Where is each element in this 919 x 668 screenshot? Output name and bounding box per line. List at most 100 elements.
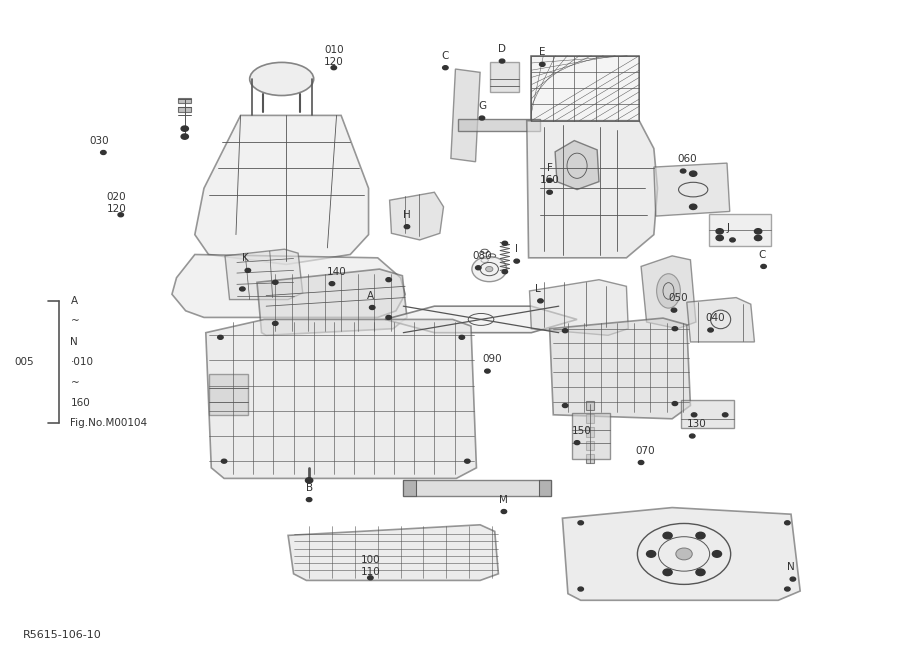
- Bar: [585, 414, 594, 424]
- Circle shape: [272, 321, 278, 325]
- Text: A: A: [367, 291, 373, 301]
- Circle shape: [479, 116, 484, 120]
- Bar: [403, 480, 415, 496]
- Circle shape: [369, 305, 375, 309]
- Circle shape: [501, 510, 506, 514]
- Polygon shape: [641, 256, 695, 329]
- Text: L: L: [535, 284, 540, 294]
- Circle shape: [181, 134, 188, 139]
- Circle shape: [546, 178, 551, 182]
- Circle shape: [118, 213, 123, 216]
- Circle shape: [680, 169, 686, 173]
- Polygon shape: [384, 306, 576, 333]
- Polygon shape: [653, 163, 729, 216]
- Polygon shape: [256, 269, 406, 335]
- Ellipse shape: [249, 62, 313, 96]
- Bar: [708, 214, 770, 246]
- Text: G: G: [477, 101, 485, 111]
- Circle shape: [499, 59, 505, 63]
- Bar: [178, 98, 191, 104]
- Text: Fig.No.M00104: Fig.No.M00104: [71, 418, 147, 428]
- Circle shape: [715, 235, 722, 240]
- Circle shape: [546, 190, 551, 194]
- Circle shape: [754, 235, 761, 240]
- Circle shape: [663, 532, 672, 539]
- Circle shape: [663, 569, 672, 576]
- Polygon shape: [527, 121, 657, 258]
- Text: 080: 080: [472, 250, 492, 261]
- Circle shape: [577, 521, 583, 525]
- Circle shape: [784, 521, 789, 525]
- Bar: [538, 480, 550, 496]
- Circle shape: [721, 413, 727, 417]
- Text: F: F: [546, 164, 552, 174]
- Circle shape: [514, 259, 519, 263]
- Bar: [490, 62, 519, 92]
- Text: C: C: [757, 250, 765, 259]
- Bar: [403, 480, 550, 496]
- Text: 150: 150: [571, 426, 591, 436]
- Circle shape: [539, 62, 544, 66]
- Polygon shape: [549, 318, 689, 419]
- Text: R5615-106-10: R5615-106-10: [23, 630, 101, 640]
- Text: I: I: [515, 244, 517, 255]
- Circle shape: [272, 281, 278, 285]
- Polygon shape: [225, 249, 302, 299]
- Circle shape: [459, 335, 464, 339]
- Text: 040: 040: [704, 313, 724, 323]
- Circle shape: [181, 126, 188, 132]
- Circle shape: [671, 308, 676, 312]
- Circle shape: [688, 171, 696, 176]
- Circle shape: [711, 550, 720, 557]
- Circle shape: [789, 577, 795, 581]
- Circle shape: [442, 65, 448, 69]
- Circle shape: [385, 315, 391, 319]
- Bar: [585, 454, 594, 463]
- Circle shape: [502, 270, 507, 274]
- Circle shape: [475, 266, 481, 270]
- Polygon shape: [686, 297, 754, 342]
- Polygon shape: [562, 508, 800, 601]
- Bar: [531, 55, 639, 121]
- Text: ~: ~: [71, 377, 79, 387]
- Text: D: D: [497, 44, 505, 54]
- Circle shape: [464, 459, 470, 463]
- Circle shape: [537, 299, 542, 303]
- Circle shape: [672, 327, 677, 331]
- Polygon shape: [206, 319, 476, 478]
- Circle shape: [688, 204, 696, 210]
- Circle shape: [760, 265, 766, 269]
- Text: A: A: [71, 296, 77, 306]
- Circle shape: [562, 403, 567, 407]
- Circle shape: [729, 238, 734, 242]
- Bar: [681, 400, 733, 428]
- Circle shape: [305, 478, 312, 483]
- Text: 100
110: 100 110: [360, 555, 380, 576]
- Circle shape: [690, 413, 696, 417]
- Text: 030: 030: [89, 136, 108, 146]
- Circle shape: [100, 150, 106, 154]
- Circle shape: [695, 532, 704, 539]
- Ellipse shape: [656, 274, 680, 308]
- Text: 140: 140: [326, 267, 346, 277]
- Circle shape: [573, 441, 579, 445]
- Text: N: N: [787, 562, 794, 572]
- Text: ·010: ·010: [71, 357, 94, 367]
- Ellipse shape: [471, 257, 506, 282]
- Bar: [585, 441, 594, 450]
- Text: 050: 050: [668, 293, 687, 303]
- Circle shape: [577, 587, 583, 591]
- Text: J: J: [726, 223, 729, 233]
- Circle shape: [403, 224, 409, 228]
- Polygon shape: [450, 69, 480, 162]
- Polygon shape: [195, 116, 369, 265]
- Circle shape: [502, 241, 507, 245]
- Circle shape: [218, 335, 223, 339]
- Circle shape: [239, 287, 244, 291]
- Polygon shape: [172, 255, 404, 317]
- Text: 070: 070: [635, 446, 654, 456]
- Text: 090: 090: [482, 354, 501, 364]
- Bar: [571, 413, 609, 458]
- Text: K: K: [242, 253, 249, 263]
- Circle shape: [646, 550, 655, 557]
